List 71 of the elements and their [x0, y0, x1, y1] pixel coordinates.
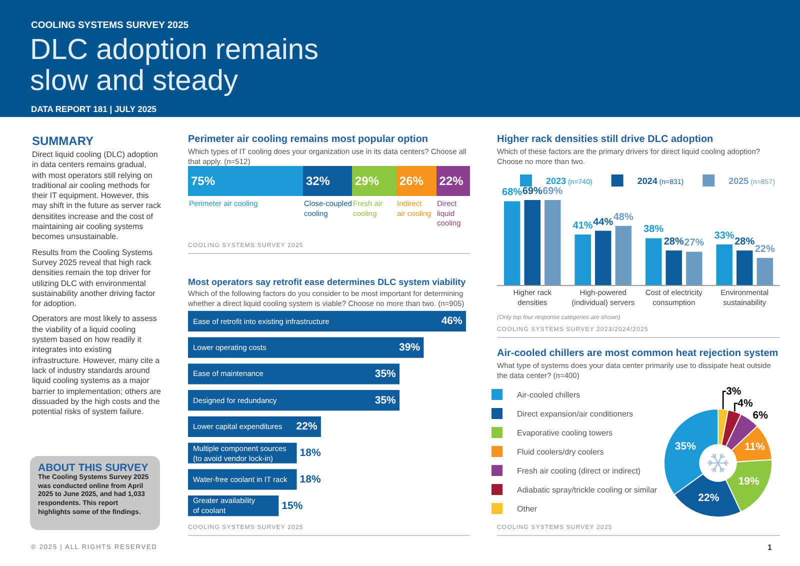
chart-title: Higher rack densities still drive DLC adoption	[497, 134, 714, 146]
bar	[188, 337, 424, 358]
bar	[716, 244, 732, 285]
data-label: 22%	[296, 420, 318, 433]
data-label: 22%	[698, 492, 720, 504]
text: COOLING SYSTEMS SURVEY 2025	[31, 20, 189, 31]
chart-title: Most operators say retrofit ease determines DLC system viability	[188, 276, 467, 288]
text: Operators are most likely to assess the viability of a liquid cooling system based on how readily it integrates into existing infrastructure. However, many cite a lack of industry standards around liquid cooling systems as a major barrier to implementation; others are dissuaded by the high costs and the potential risks of system failure.	[32, 314, 161, 416]
text: SUMMARY	[32, 134, 95, 148]
data-label: 46%	[441, 315, 463, 328]
data-label: 4%	[738, 397, 754, 410]
data-label: 6%	[752, 409, 769, 422]
bar	[302, 166, 352, 196]
legend-label: Direct expansion/air conditioners	[517, 410, 634, 419]
bar	[504, 201, 520, 285]
data-label: 29%	[354, 174, 380, 188]
chart-title: Perimeter air cooling remains most popular option	[188, 134, 430, 146]
text: DATA REPORT 181 | JULY 2025	[31, 104, 157, 114]
text: DLC adoption remains slow and steady	[30, 34, 320, 97]
legend-label: Fresh air cooling (direct or indirect)	[517, 466, 641, 476]
data-label: 35%	[374, 368, 397, 380]
bar	[756, 258, 774, 285]
bar	[188, 390, 400, 411]
data-label: 33%	[714, 230, 734, 242]
bar	[615, 226, 632, 285]
data-label: 39%	[399, 342, 421, 354]
data-label: 3%	[726, 385, 742, 398]
chart-title: Air-cooled chillers are most common heat rejection system	[497, 348, 780, 360]
data-label: 38%	[644, 224, 664, 236]
legend-label: Evaporative cooling towers	[517, 428, 613, 438]
data-label: 18%	[300, 447, 322, 460]
data-label: 69%	[522, 186, 542, 197]
data-label: 19%	[738, 475, 760, 488]
bar	[188, 364, 400, 384]
data-label: 44%	[593, 216, 614, 228]
bar	[666, 250, 682, 285]
data-label: 28%	[734, 236, 755, 248]
bar	[544, 200, 561, 285]
data-label: 48%	[613, 212, 634, 223]
data-label: 22%	[439, 174, 464, 188]
bar	[736, 250, 753, 285]
data-label: 15%	[282, 500, 304, 512]
data-label: 69%	[542, 186, 563, 197]
data-label: 28%	[664, 236, 684, 248]
data-label: 68%	[502, 187, 522, 198]
legend-label: Adiabatic spray/trickle cooling or similar	[517, 486, 658, 495]
data-label: 32%	[306, 174, 330, 188]
bar	[645, 238, 662, 285]
text: Direct liquid cooling (DLC) adoption in data centers remains gradual, with most operators still relying on traditional air cooling methods for their IT equipment. However, this may shift in the future as server rack densitites increase and the cost of maintaining air cooling systems becomes unsustainable.	[32, 150, 161, 242]
bar	[686, 252, 702, 285]
data-label: 22%	[754, 244, 775, 255]
bar	[595, 230, 612, 285]
data-label: 35%	[674, 440, 697, 453]
data-label: 41%	[572, 220, 593, 232]
bar	[574, 234, 591, 285]
data-label: 26%	[399, 174, 424, 188]
text: ABOUT THIS SURVEY	[38, 462, 150, 474]
bar	[352, 166, 396, 196]
bar	[524, 200, 540, 285]
text: Results from the Cooling Systems Survey 2025 reveal that high rack densities remain the top driver for utilizing DLC with environmental sustainability another driving factor for adoption.	[32, 248, 156, 310]
data-label: 18%	[300, 473, 322, 486]
data-label: 11%	[744, 440, 766, 453]
legend-label: Other	[517, 504, 538, 514]
legend-label: Fluid coolers/dry coolers	[517, 448, 604, 457]
text: 1	[768, 543, 772, 552]
legend-label: Air-cooled chillers	[517, 390, 580, 400]
bar	[188, 310, 466, 332]
data-label: 35%	[374, 394, 397, 406]
data-label: 75%	[191, 174, 216, 188]
data-label: 27%	[684, 238, 704, 249]
bar	[188, 166, 303, 196]
